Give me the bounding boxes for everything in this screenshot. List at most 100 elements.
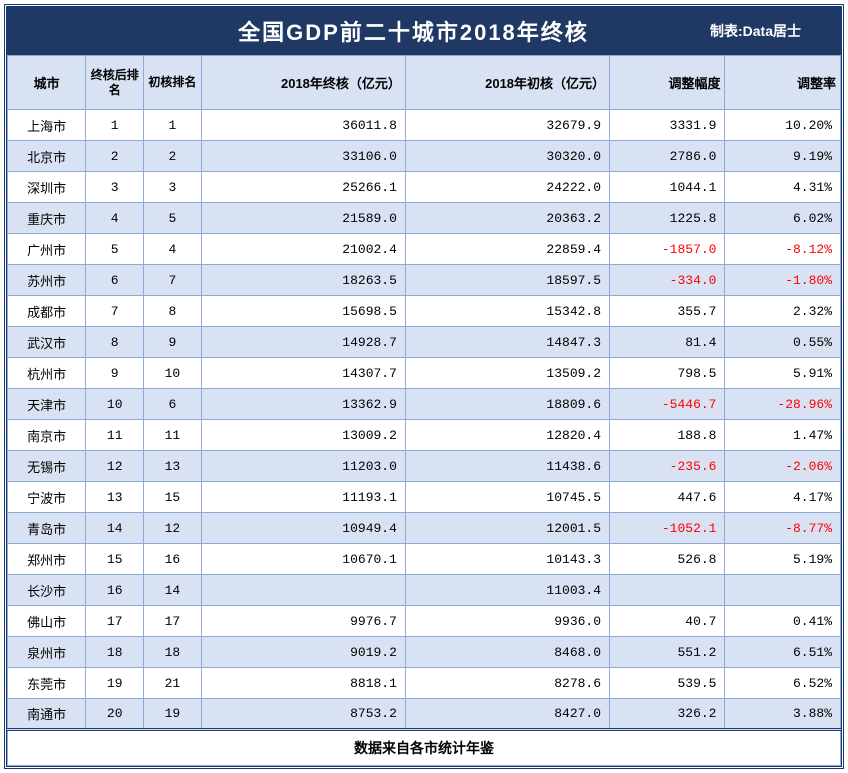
table-row: 天津市10613362.918809.6-5446.7-28.96%: [8, 389, 841, 420]
table-row: 苏州市6718263.518597.5-334.0-1.80%: [8, 265, 841, 296]
cell-rank_final: 19: [86, 668, 144, 699]
cell-rank_initial: 2: [144, 141, 202, 172]
cell-gdp_final: [201, 575, 405, 606]
cell-rank_final: 17: [86, 606, 144, 637]
cell-rank_final: 13: [86, 482, 144, 513]
cell-gdp_initial: 18597.5: [405, 265, 609, 296]
cell-gdp_initial: 12820.4: [405, 420, 609, 451]
cell-city: 佛山市: [8, 606, 86, 637]
cell-city: 苏州市: [8, 265, 86, 296]
cell-rate: 6.51%: [725, 637, 841, 668]
cell-rank_final: 12: [86, 451, 144, 482]
cell-gdp_final: 11203.0: [201, 451, 405, 482]
cell-city: 成都市: [8, 296, 86, 327]
cell-diff: 3331.9: [610, 110, 725, 141]
cell-rate: -28.96%: [725, 389, 841, 420]
cell-gdp_final: 10670.1: [201, 544, 405, 575]
cell-rank_final: 8: [86, 327, 144, 358]
cell-rate: 6.02%: [725, 203, 841, 234]
cell-rank_final: 3: [86, 172, 144, 203]
cell-rank_final: 11: [86, 420, 144, 451]
cell-diff: 526.8: [610, 544, 725, 575]
cell-rank_final: 16: [86, 575, 144, 606]
cell-gdp_initial: 8427.0: [405, 699, 609, 730]
cell-diff: 40.7: [610, 606, 725, 637]
cell-rank_initial: 11: [144, 420, 202, 451]
cell-diff: 2786.0: [610, 141, 725, 172]
cell-rate: 9.19%: [725, 141, 841, 172]
cell-gdp_initial: 9936.0: [405, 606, 609, 637]
cell-gdp_final: 14928.7: [201, 327, 405, 358]
col-rank_final: 终核后排名: [86, 56, 144, 110]
cell-gdp_final: 36011.8: [201, 110, 405, 141]
cell-gdp_initial: 32679.9: [405, 110, 609, 141]
cell-rate: -8.77%: [725, 513, 841, 544]
cell-rank_final: 1: [86, 110, 144, 141]
cell-rank_final: 5: [86, 234, 144, 265]
cell-rank_initial: 8: [144, 296, 202, 327]
cell-rank_initial: 13: [144, 451, 202, 482]
cell-gdp_final: 9976.7: [201, 606, 405, 637]
cell-rate: 10.20%: [725, 110, 841, 141]
cell-rank_initial: 1: [144, 110, 202, 141]
footer-row: 数据来自各市统计年鉴: [8, 730, 841, 766]
cell-city: 杭州市: [8, 358, 86, 389]
cell-diff: -1052.1: [610, 513, 725, 544]
credit-label: 制表:Data居士: [710, 21, 841, 41]
cell-gdp_final: 25266.1: [201, 172, 405, 203]
cell-rate: -2.06%: [725, 451, 841, 482]
cell-diff: -5446.7: [610, 389, 725, 420]
cell-diff: -1857.0: [610, 234, 725, 265]
table-row: 武汉市8914928.714847.381.40.55%: [8, 327, 841, 358]
cell-gdp_initial: 14847.3: [405, 327, 609, 358]
table-row: 青岛市141210949.412001.5-1052.1-8.77%: [8, 513, 841, 544]
cell-rank_initial: 9: [144, 327, 202, 358]
cell-gdp_final: 18263.5: [201, 265, 405, 296]
cell-rank_final: 9: [86, 358, 144, 389]
cell-rank_initial: 16: [144, 544, 202, 575]
cell-rate: 4.31%: [725, 172, 841, 203]
cell-gdp_initial: 11438.6: [405, 451, 609, 482]
cell-rank_initial: 19: [144, 699, 202, 730]
cell-rate: 1.47%: [725, 420, 841, 451]
cell-city: 长沙市: [8, 575, 86, 606]
cell-gdp_final: 15698.5: [201, 296, 405, 327]
cell-rank_final: 2: [86, 141, 144, 172]
cell-rank_final: 18: [86, 637, 144, 668]
cell-rank_initial: 4: [144, 234, 202, 265]
cell-gdp_final: 33106.0: [201, 141, 405, 172]
cell-city: 青岛市: [8, 513, 86, 544]
cell-city: 东莞市: [8, 668, 86, 699]
cell-rank_initial: 18: [144, 637, 202, 668]
col-rate: 调整率: [725, 56, 841, 110]
cell-city: 南通市: [8, 699, 86, 730]
cell-rank_final: 6: [86, 265, 144, 296]
cell-gdp_initial: 15342.8: [405, 296, 609, 327]
footer-text: 数据来自各市统计年鉴: [8, 730, 841, 766]
cell-city: 重庆市: [8, 203, 86, 234]
table-row: 广州市5421002.422859.4-1857.0-8.12%: [8, 234, 841, 265]
table-row: 佛山市17179976.79936.040.70.41%: [8, 606, 841, 637]
cell-rate: 4.17%: [725, 482, 841, 513]
cell-gdp_initial: 18809.6: [405, 389, 609, 420]
cell-gdp_final: 11193.1: [201, 482, 405, 513]
cell-rank_final: 4: [86, 203, 144, 234]
table-row: 无锡市121311203.011438.6-235.6-2.06%: [8, 451, 841, 482]
table-row: 深圳市3325266.124222.01044.14.31%: [8, 172, 841, 203]
cell-diff: 551.2: [610, 637, 725, 668]
cell-rank_initial: 12: [144, 513, 202, 544]
cell-city: 宁波市: [8, 482, 86, 513]
main-title: 全国GDP前二十城市2018年终核: [7, 15, 710, 47]
cell-city: 南京市: [8, 420, 86, 451]
cell-gdp_final: 13009.2: [201, 420, 405, 451]
table-row: 南通市20198753.28427.0326.23.88%: [8, 699, 841, 730]
table-row: 长沙市161411003.4: [8, 575, 841, 606]
table-body: 上海市1136011.832679.93331.910.20%北京市223310…: [8, 110, 841, 730]
gdp-table: 城市终核后排名初核排名2018年终核（亿元）2018年初核（亿元）调整幅度调整率…: [7, 55, 841, 766]
cell-rate: 5.19%: [725, 544, 841, 575]
cell-rank_initial: 17: [144, 606, 202, 637]
table-row: 重庆市4521589.020363.21225.86.02%: [8, 203, 841, 234]
table-container: 全国GDP前二十城市2018年终核 制表:Data居士 城市终核后排名初核排名2…: [4, 4, 844, 769]
cell-gdp_initial: 24222.0: [405, 172, 609, 203]
col-city: 城市: [8, 56, 86, 110]
